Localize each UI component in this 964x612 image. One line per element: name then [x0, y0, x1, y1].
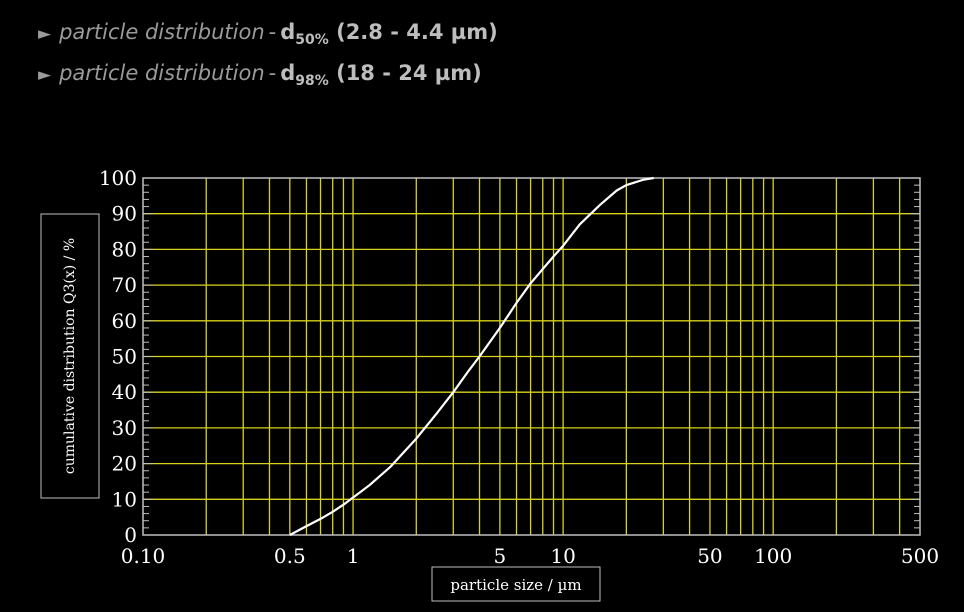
spec-item-d98[interactable]: ► particle distribution - d98% (18 - 24 µm) [38, 61, 482, 89]
spec-name: particle distribution [59, 20, 265, 44]
x-tick-label: 100 [754, 544, 792, 568]
y-tick-label: 40 [112, 380, 137, 404]
spec-separator: - [268, 61, 277, 85]
series-layer [289, 176, 654, 536]
cumulative-distribution-curve [289, 176, 654, 536]
y-tick-label: 80 [112, 237, 137, 261]
x-tick-label: 0.10 [121, 544, 166, 568]
x-tick-label: 1 [347, 544, 360, 568]
y-axis-label-box: cumulative distribution Q3(x) / % [40, 213, 100, 499]
x-tick-label: 0.5 [274, 544, 306, 568]
x-tick-label: 5 [494, 544, 507, 568]
y-tick-labels: 0 10 20 30 40 50 60 70 80 90 100 [99, 166, 137, 547]
y-tick-label: 30 [112, 416, 137, 440]
y-tick-label: 0 [124, 523, 137, 547]
spec-range: (18 - 24 µm) [336, 61, 482, 85]
x-tick-label: 500 [901, 544, 939, 568]
x-tick-label: 10 [550, 544, 575, 568]
y-axis-label: cumulative distribution Q3(x) / % [62, 238, 78, 474]
y-tick-label: 20 [112, 452, 137, 476]
expand-triangle-icon[interactable]: ► [38, 65, 52, 85]
x-axis-label-box: particle size / µm [431, 566, 601, 602]
y-tick-label: 90 [112, 202, 137, 226]
y-tick-label: 60 [112, 309, 137, 333]
spec-symbol: d [280, 20, 296, 44]
y-minor-ticks [143, 177, 920, 536]
spec-range: (2.8 - 4.4 µm) [336, 20, 498, 44]
spec-name: particle distribution [59, 61, 265, 85]
y-tick-label: 10 [112, 487, 137, 511]
y-tick-label: 70 [112, 273, 137, 297]
x-axis-label: particle size / µm [450, 576, 581, 594]
x-tick-label: 50 [697, 544, 722, 568]
spec-symbol-sub: 50% [295, 32, 329, 49]
y-tick-label: 100 [99, 166, 137, 190]
spec-symbol: d [280, 61, 296, 85]
chart-grid [143, 178, 920, 535]
spec-separator: - [268, 20, 277, 44]
spec-item-d50[interactable]: ► particle distribution - d50% (2.8 - 4.4 µ… [38, 20, 498, 48]
y-tick-label: 50 [112, 345, 137, 369]
spec-symbol-sub: 98% [295, 73, 329, 90]
expand-triangle-icon[interactable]: ► [38, 24, 52, 44]
x-tick-labels: 0.10 0.5 1 5 10 50 100 500 [121, 544, 939, 568]
